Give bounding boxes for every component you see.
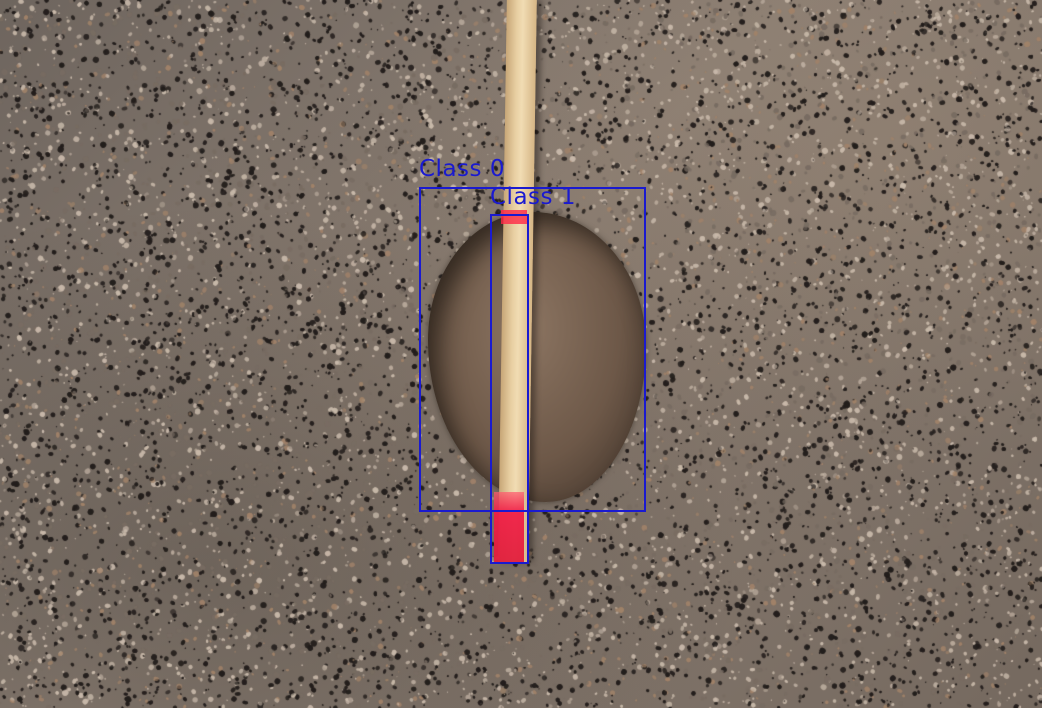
bounding-box-class-0 <box>419 187 646 512</box>
bounding-box-class-1 <box>490 214 529 564</box>
stick-red-mark-bottom <box>494 492 524 562</box>
bounding-box-label-class-0: Class 0 <box>419 156 505 182</box>
stick-red-mark-top <box>501 210 527 224</box>
bounding-box-label-class-1: Class 1 <box>490 184 576 210</box>
pothole <box>428 212 646 502</box>
